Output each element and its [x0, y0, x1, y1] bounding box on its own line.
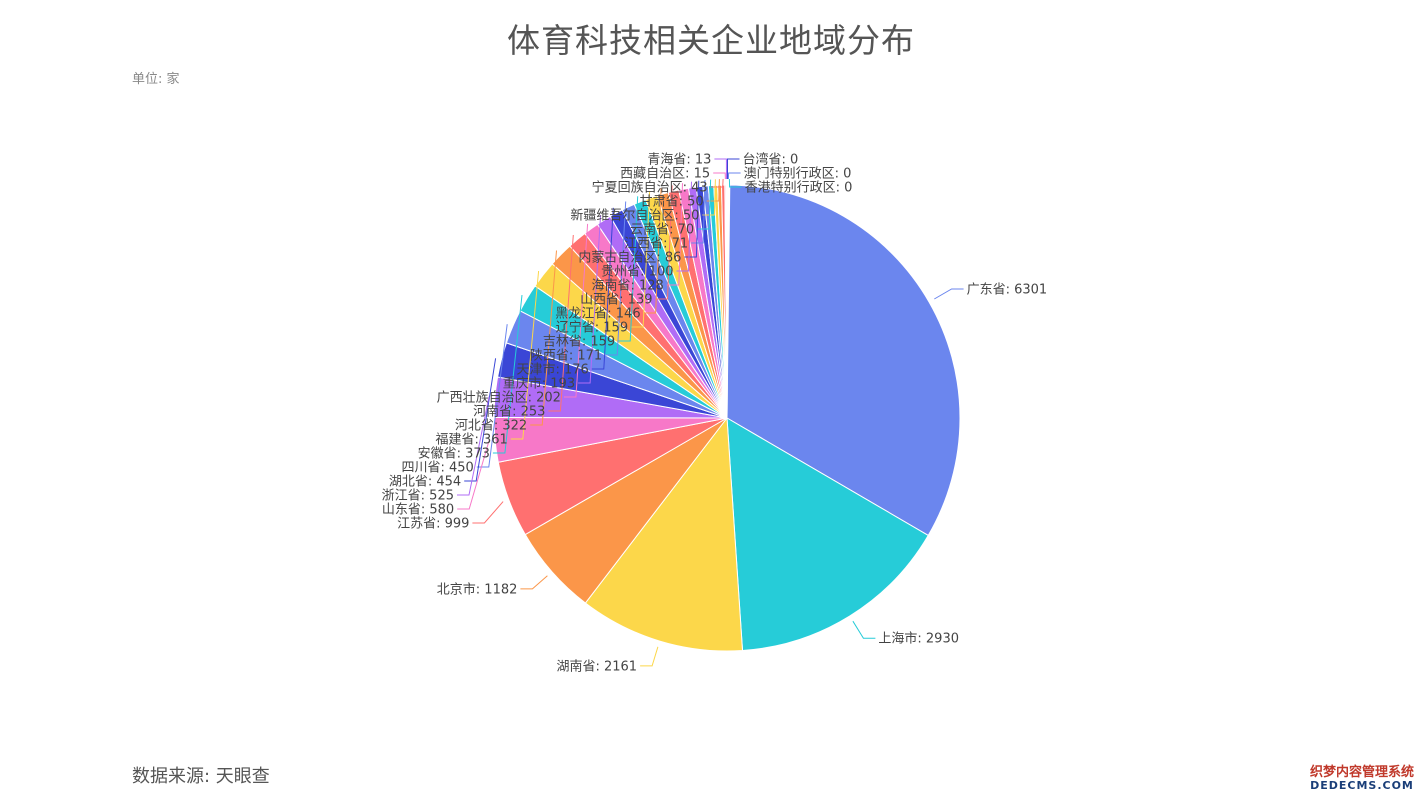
- label-leader-line: [548, 234, 574, 412]
- slice-label: 黑龙江省: 146: [555, 307, 640, 322]
- label-leader-line: [713, 172, 726, 180]
- label-leader-line: [530, 250, 557, 426]
- slice-label: 天津市: 176: [516, 362, 588, 378]
- label-leader-line: [697, 179, 712, 230]
- slice-label: 宁夏回族自治区: 43: [592, 180, 708, 196]
- label-leader-line: [492, 295, 523, 454]
- label-leader-line: [852, 620, 876, 639]
- label-leader-line: [605, 201, 627, 356]
- label-leader-line: [578, 215, 602, 384]
- slice-label: 台湾省: 0: [743, 152, 799, 168]
- label-leader-line: [457, 396, 490, 496]
- slice-label: 湖北省: 454: [389, 475, 461, 490]
- label-leader-line: [510, 270, 540, 440]
- chart-title: 体育科技相关企业地域分布: [507, 21, 915, 60]
- slice-label: 香港特别行政区: 0: [745, 181, 853, 196]
- slice-label: 湖南省: 2161: [556, 658, 637, 674]
- slice-label: 云南省: 70: [630, 222, 694, 238]
- slice-label: 上海市: 2930: [878, 631, 959, 647]
- slice-label: 陕西省: 171: [530, 349, 602, 364]
- slice-label: 青海省: 13: [647, 153, 711, 168]
- slice-label: 甘肃省: 50: [640, 195, 704, 210]
- slice-label: 广西壮族自治区: 202: [437, 390, 561, 406]
- slice-label: 河北省: 322: [455, 419, 527, 434]
- label-leader-line: [702, 179, 716, 216]
- slice-label: 吉林省: 159: [543, 335, 615, 350]
- label-leader-line: [618, 196, 639, 342]
- label-leader-line: [934, 288, 964, 300]
- label-leader-line: [666, 183, 683, 286]
- label-leader-line: [706, 179, 720, 202]
- watermark-line-2: DEDECMS.COM: [1310, 778, 1414, 792]
- label-leader-line: [457, 440, 490, 510]
- label-leader-line: [643, 188, 662, 314]
- label-leader-line: [655, 185, 673, 300]
- slice-label: 北京市: 1182: [437, 581, 518, 597]
- slice-label: 浙江省: 525: [382, 489, 454, 504]
- label-leader-line: [476, 324, 508, 468]
- slice-label: 重庆市: 193: [503, 376, 575, 392]
- unit-label: 单位: 家: [132, 72, 180, 87]
- label-leader-line: [631, 191, 651, 328]
- slice-label: 澳门特别行政区: 0: [744, 166, 852, 182]
- label-leader-line: [727, 158, 740, 179]
- label-leader-line: [591, 207, 614, 370]
- label-leader-line: [640, 646, 659, 667]
- slice-label: 内蒙古自治区: 86: [578, 250, 681, 266]
- label-leader-line: [714, 158, 727, 180]
- label-leader-line: [464, 358, 497, 482]
- label-leader-line: [563, 223, 589, 398]
- label-leader-line: [684, 180, 700, 258]
- slice-label: 新疆维吾尔自治区: 50: [570, 208, 699, 224]
- slice-label: 贵州省: 100: [601, 265, 673, 280]
- slice-label: 海南省: 128: [591, 278, 663, 294]
- slice-label: 四川省: 450: [401, 461, 473, 476]
- pie-slice: [726, 417, 929, 652]
- slice-label: 福建省: 361: [435, 433, 507, 448]
- watermark-logo: 织梦内容管理系统 DEDECMS.COM: [1309, 764, 1414, 792]
- data-source: 数据来源: 天眼查: [132, 766, 270, 787]
- label-leader-line: [728, 178, 742, 188]
- label-leader-line: [691, 179, 706, 244]
- slice-label: 江西省: 71: [624, 237, 688, 252]
- label-leader-line: [520, 575, 548, 590]
- label-leader-line: [472, 501, 504, 524]
- pie-slice: [584, 416, 744, 652]
- label-leader-line: [676, 181, 692, 272]
- pie-slice: [726, 184, 961, 537]
- slice-label: 安徽省: 373: [418, 447, 490, 462]
- label-leader-line: [727, 172, 741, 180]
- slice-label: 广东省: 6301: [967, 283, 1048, 298]
- slice-label: 河南省: 253: [473, 404, 545, 420]
- slice-label: 山西省: 139: [580, 293, 652, 308]
- slice-label: 山东省: 580: [382, 503, 454, 518]
- slice-label: 辽宁省: 159: [556, 320, 628, 336]
- slice-label: 西藏自治区: 15: [620, 167, 710, 182]
- watermark-line-1: 织梦内容管理系统: [1309, 764, 1414, 780]
- slice-label: 江苏省: 999: [397, 516, 469, 532]
